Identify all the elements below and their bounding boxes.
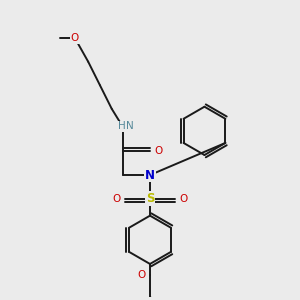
Text: O: O bbox=[138, 270, 146, 280]
Text: S: S bbox=[146, 192, 154, 205]
Text: O: O bbox=[112, 194, 121, 204]
Text: N: N bbox=[145, 169, 155, 182]
Text: O: O bbox=[179, 194, 188, 204]
Text: O: O bbox=[71, 33, 79, 43]
Text: H: H bbox=[118, 122, 126, 131]
Text: O: O bbox=[154, 146, 162, 157]
Text: N: N bbox=[126, 122, 134, 131]
